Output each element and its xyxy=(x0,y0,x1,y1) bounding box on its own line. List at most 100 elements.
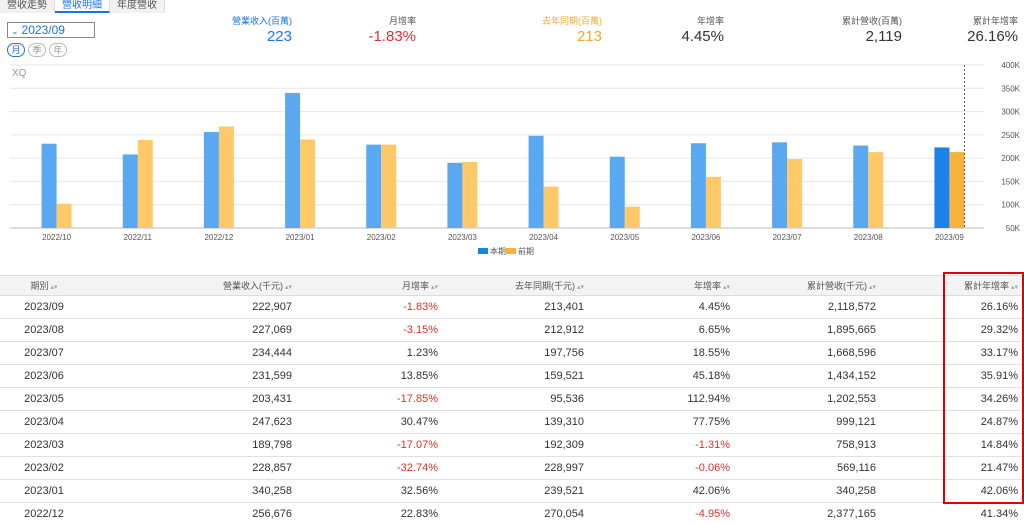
x-tick-label: 2023/04 xyxy=(529,233,558,242)
bar-current xyxy=(609,156,625,228)
bar-previous xyxy=(300,139,316,228)
table-row[interactable]: 2023/03 189,798 -17.07% 192,309 -1.31% 758,91… xyxy=(0,434,1024,457)
summary-stat-value: -1.83% xyxy=(368,28,416,45)
toggle-quarterly[interactable]: 季 xyxy=(28,43,46,57)
toggle-yearly[interactable]: 年 xyxy=(49,43,67,57)
table-cell: 2,377,165 xyxy=(827,508,876,520)
chevron-down-icon: ⌄ xyxy=(11,26,19,36)
table-row[interactable]: 2023/05 203,431 -17.85% 95,536 112.94% 1,202,… xyxy=(0,388,1024,411)
table-cell: 21.47% xyxy=(980,462,1018,474)
summary-stat-label: 年增率 xyxy=(696,16,724,26)
table-cell: 2023/08 xyxy=(24,324,64,336)
summary-stat: 營業收入(百萬) 223 xyxy=(232,15,292,46)
x-tick-label: 2023/01 xyxy=(286,233,315,242)
period-select[interactable]: ⌄ 2023/09 xyxy=(7,22,95,38)
column-header-label: 累計年增率 xyxy=(963,281,1009,291)
table-cell: 2023/02 xyxy=(24,462,64,474)
table-cell: 22.83% xyxy=(400,508,438,520)
table-cell: 13.85% xyxy=(400,370,438,382)
table-cell: 2023/06 xyxy=(24,370,64,382)
column-header-label: 累計營收(千元) xyxy=(806,281,867,291)
table-cell: 239,521 xyxy=(544,485,584,497)
table-cell: 1,895,665 xyxy=(827,324,876,336)
x-tick-label: 2023/02 xyxy=(367,233,396,242)
toggle-monthly[interactable]: 月 xyxy=(7,43,25,57)
column-header[interactable]: 累計年增率 ▴▾ xyxy=(882,279,1024,292)
summary-stat-label: 累計營收(百萬) xyxy=(842,16,902,26)
bar-current xyxy=(528,135,544,228)
bar-previous xyxy=(381,144,397,228)
table-cell: 77.75% xyxy=(692,416,730,428)
table-row[interactable]: 2023/01 340,258 32.56% 239,521 42.06% 340,258… xyxy=(0,480,1024,503)
column-header[interactable]: 營業收入(千元) ▴▾ xyxy=(88,279,298,292)
y-tick-label: 50K xyxy=(1006,224,1021,233)
column-header[interactable]: 年增率 ▴▾ xyxy=(590,279,736,292)
table-row[interactable]: 2023/04 247,623 30.47% 139,310 77.75% 999,121… xyxy=(0,411,1024,434)
column-header[interactable]: 去年同期(千元) ▴▾ xyxy=(444,279,590,292)
table-cell: -1.83% xyxy=(403,301,438,313)
table-row[interactable]: 2023/08 227,069 -3.15% 212,912 6.65% 1,895,66… xyxy=(0,319,1024,342)
bar-previous xyxy=(705,176,721,228)
table-row[interactable]: 2023/09 222,907 -1.83% 213,401 4.45% 2,118,57… xyxy=(0,296,1024,319)
column-header[interactable]: 累計營收(千元) ▴▾ xyxy=(736,279,882,292)
table-row[interactable]: 2023/06 231,599 13.85% 159,521 45.18% 1,434,1… xyxy=(0,365,1024,388)
table-cell: 30.47% xyxy=(400,416,438,428)
table-cell: 42.06% xyxy=(980,485,1018,497)
summary-stat: 年增率 4.45% xyxy=(681,15,724,46)
summary-stat: 月增率 -1.83% xyxy=(368,15,416,46)
table-cell: 2023/01 xyxy=(24,485,64,497)
y-tick-label: 400K xyxy=(1001,61,1020,70)
x-tick-label: 2022/11 xyxy=(124,233,153,242)
table-cell: 213,401 xyxy=(544,301,584,313)
table-cell: 1,668,596 xyxy=(827,347,876,359)
period-type-toggles: 月 季 年 xyxy=(7,43,67,57)
table-row[interactable]: 2023/07 234,444 1.23% 197,756 18.55% 1,668,59… xyxy=(0,342,1024,365)
chart-watermark: XQ xyxy=(12,68,27,79)
column-header-label: 年增率 xyxy=(693,281,721,291)
table-cell: 14.84% xyxy=(980,439,1018,451)
table-header: 期別 ▴▾ 營業收入(千元) ▴▾ 月增率 ▴▾ 去年同期(千元) ▴▾ 年增率 ▴▾ 累計營收(千… xyxy=(0,275,1024,296)
sort-icon: ▴▾ xyxy=(284,284,292,291)
x-tick-label: 2023/07 xyxy=(773,233,802,242)
summary-stat-label: 營業收入(百萬) xyxy=(232,16,292,26)
table-cell: 41.34% xyxy=(980,508,1018,520)
bar-previous xyxy=(56,203,72,228)
table-cell: 203,431 xyxy=(252,393,292,405)
sort-icon: ▴▾ xyxy=(576,284,584,291)
table-cell: 256,676 xyxy=(252,508,292,520)
table-cell: -3.15% xyxy=(403,324,438,336)
table-cell: -17.07% xyxy=(397,439,438,451)
summary-stat: 累計年增率 26.16% xyxy=(967,15,1018,46)
x-tick-label: 2022/12 xyxy=(204,233,233,242)
bar-current xyxy=(772,142,788,228)
table-cell: 24.87% xyxy=(980,416,1018,428)
summary-stat-value: 4.45% xyxy=(681,28,724,45)
summary-stat: 去年同期(百萬) 213 xyxy=(542,15,602,46)
tab-revenue-detail[interactable]: 營收明細 xyxy=(55,0,110,13)
table-cell: 18.55% xyxy=(692,347,730,359)
table-row[interactable]: 2023/02 228,857 -32.74% 228,997 -0.06% 569,11… xyxy=(0,457,1024,480)
summary-stat-value: 2,119 xyxy=(865,28,902,45)
bar-current xyxy=(934,147,950,228)
tab-revenue-trend[interactable]: 營收走勢 xyxy=(0,0,55,13)
x-tick-label: 2023/03 xyxy=(448,233,477,242)
column-header[interactable]: 月增率 ▴▾ xyxy=(298,279,444,292)
bar-current xyxy=(447,162,463,228)
table-cell: 228,857 xyxy=(252,462,292,474)
legend-swatch xyxy=(506,248,516,254)
table-row[interactable]: 2022/12 256,676 22.83% 270,054 -4.95% 2,377,1… xyxy=(0,503,1024,525)
table-cell: 212,912 xyxy=(544,324,584,336)
bar-current xyxy=(41,143,57,228)
column-header-label: 月增率 xyxy=(401,281,429,291)
table-cell: -0.06% xyxy=(695,462,730,474)
table-cell: 234,444 xyxy=(252,347,292,359)
table-cell: 34.26% xyxy=(980,393,1018,405)
x-tick-label: 2023/05 xyxy=(610,233,639,242)
bar-previous xyxy=(868,152,884,228)
table-cell: -17.85% xyxy=(397,393,438,405)
column-header[interactable]: 期別 ▴▾ xyxy=(0,279,88,292)
column-header-label: 期別 xyxy=(30,281,49,291)
tab-annual-revenue[interactable]: 年度營收 xyxy=(110,0,165,13)
sort-icon: ▴▾ xyxy=(430,284,438,291)
table-cell: 228,997 xyxy=(544,462,584,474)
